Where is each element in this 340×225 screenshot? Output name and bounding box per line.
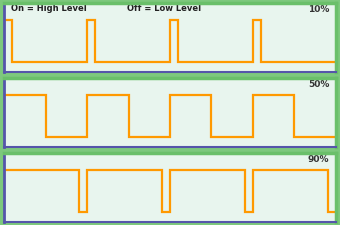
Text: Off = Low Level: Off = Low Level: [127, 4, 201, 13]
Text: 10%: 10%: [308, 5, 329, 14]
Text: 50%: 50%: [308, 80, 329, 89]
Text: 90%: 90%: [308, 155, 329, 164]
Text: On = High Level: On = High Level: [11, 4, 86, 13]
